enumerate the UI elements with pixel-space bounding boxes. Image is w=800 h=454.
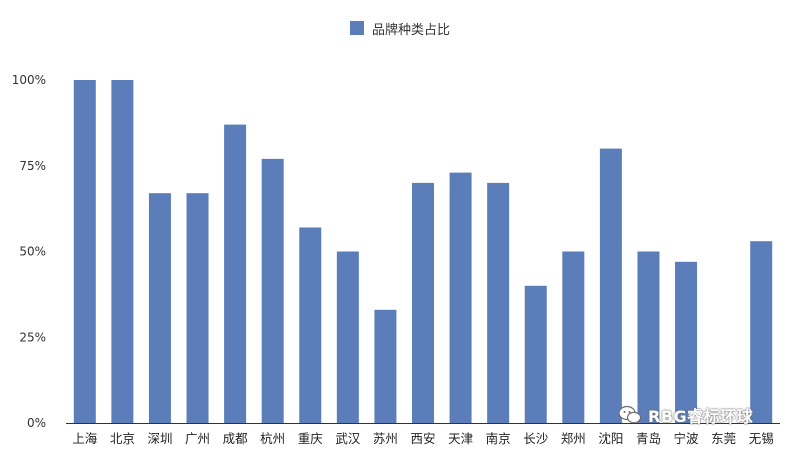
legend-swatch — [350, 21, 364, 35]
x-tick-label: 青岛 — [636, 431, 661, 446]
legend-label: 品牌种类占比 — [372, 22, 451, 38]
x-tick-label: 苏州 — [373, 431, 398, 446]
x-tick-label: 长沙 — [523, 431, 549, 446]
x-tick-label: 天津 — [448, 431, 473, 446]
x-tick-label: 重庆 — [298, 431, 324, 446]
x-tick-label: 北京 — [110, 431, 135, 446]
x-tick-label: 广州 — [185, 431, 210, 446]
x-tick-label: 成都 — [223, 431, 249, 446]
watermark: RBG睿标环球 — [618, 403, 753, 427]
bar — [637, 251, 660, 423]
watermark-text: RBG睿标环球 — [648, 407, 754, 426]
x-tick-label: 南京 — [486, 431, 511, 446]
legend: 品牌种类占比 — [350, 18, 450, 38]
y-tick-label: 50% — [19, 245, 46, 259]
x-tick-label: 杭州 — [260, 431, 285, 446]
bar — [487, 182, 510, 423]
wechat-icon — [618, 405, 642, 424]
x-tick-label: 西安 — [410, 431, 435, 446]
y-tick-label: 0% — [27, 416, 46, 430]
bar — [562, 251, 585, 423]
x-tick-label: 无锡 — [749, 431, 774, 446]
bar — [374, 309, 397, 423]
y-tick-label: 75% — [19, 159, 46, 173]
bar — [449, 172, 472, 423]
bar — [412, 182, 434, 423]
x-tick-label: 上海 — [72, 431, 98, 446]
x-tick-label: 宁波 — [674, 431, 700, 446]
bar — [750, 241, 773, 423]
bar — [186, 193, 209, 423]
y-tick-label: 100% — [12, 73, 46, 87]
x-tick-label: 东莞 — [711, 431, 736, 446]
x-tick-label: 武汉 — [335, 431, 361, 446]
bar — [111, 80, 134, 423]
bar — [675, 261, 698, 423]
x-tick-label: 沈阳 — [598, 431, 623, 446]
bar — [224, 124, 247, 423]
bar — [73, 80, 96, 423]
x-tick-label: 郑州 — [561, 431, 586, 446]
bar — [299, 227, 322, 423]
y-tick-label: 25% — [19, 330, 46, 344]
bar — [148, 193, 171, 423]
bar — [336, 251, 359, 423]
bar — [524, 285, 547, 423]
x-tick-label: 深圳 — [147, 431, 172, 446]
bar — [599, 148, 622, 423]
bar — [261, 158, 284, 423]
